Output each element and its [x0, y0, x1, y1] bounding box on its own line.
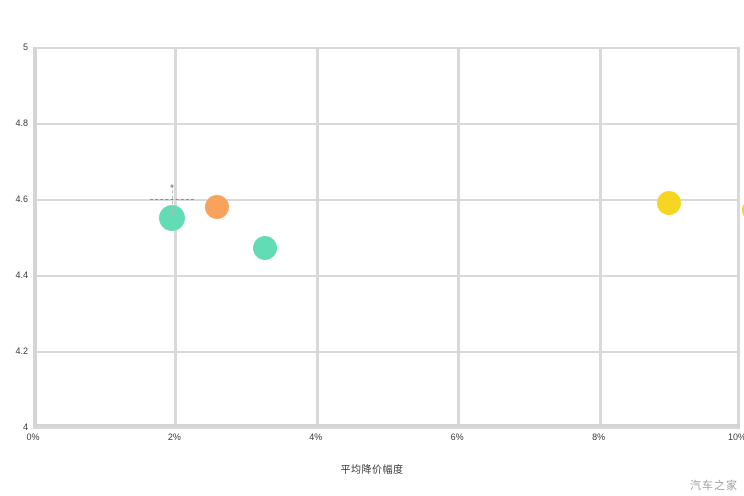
y-tick-label-1: 4.2: [15, 346, 28, 356]
y-tick-label-2: 4.4: [15, 270, 28, 280]
x-tick-label-2: 4%: [309, 432, 323, 442]
gridline-v-4: [598, 47, 602, 427]
y-tick-label-3: 4.6: [15, 194, 28, 204]
y-tick-label-4: 4.8: [15, 118, 28, 128]
data-bubble-4[interactable]: [657, 190, 682, 215]
y-tick-label-0: 4: [22, 422, 28, 432]
x-tick-label-4: 8%: [592, 432, 606, 442]
gridline-v-1: [174, 47, 178, 427]
x-tick-label-5: 10%: [727, 432, 744, 442]
crosshair-vertical-line: [171, 185, 173, 215]
crosshair-horizontal-line: [149, 199, 194, 200]
x-tick-label-0: 0%: [26, 432, 40, 442]
gridline-h-0: [33, 427, 740, 429]
plot-area[interactable]: [33, 47, 744, 429]
gridline-v-3: [457, 47, 461, 427]
crosshair-dot: [170, 184, 174, 188]
gridline-v-2: [315, 47, 319, 427]
y-tick-label-5: 5: [22, 42, 28, 52]
data-bubble-2[interactable]: [204, 194, 229, 219]
gridline-h-4: [33, 123, 740, 125]
gridline-h-3: [33, 199, 740, 201]
y-axis-line: [33, 47, 37, 427]
gridline-v-5: [737, 47, 740, 427]
watermark-autohome: 汽车之家: [690, 479, 738, 492]
gridline-h-5: [33, 47, 740, 49]
x-axis-line: [33, 424, 740, 427]
gridline-h-1: [33, 351, 740, 353]
data-bubble-3[interactable]: [252, 236, 277, 261]
x-axis-title: 平均降价幅度: [340, 465, 404, 476]
data-bubble-5[interactable]: [741, 199, 744, 222]
gridline-h-2: [33, 275, 740, 277]
x-tick-label-3: 6%: [450, 432, 464, 442]
x-tick-label-1: 2%: [167, 432, 181, 442]
